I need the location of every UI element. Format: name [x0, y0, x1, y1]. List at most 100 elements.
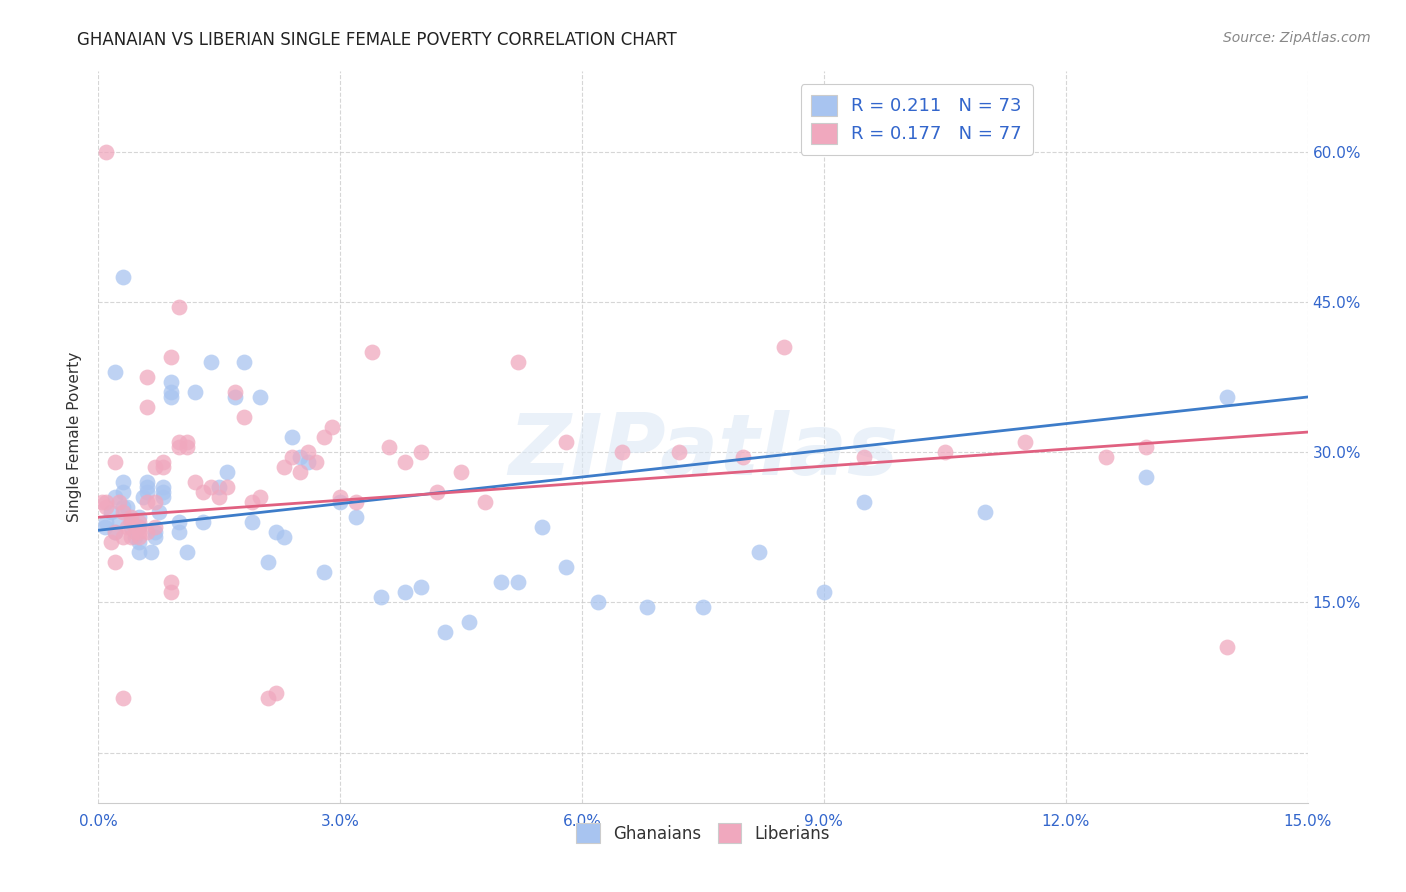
Point: [124, 525, 146, 540]
Point: [264, 525, 287, 540]
Point: [128, 515, 150, 529]
Text: GHANAIAN VS LIBERIAN SINGLE FEMALE POVERTY CORRELATION CHART: GHANAIAN VS LIBERIAN SINGLE FEMALE POVER…: [77, 31, 678, 49]
Point: [107, 515, 129, 529]
Point: [128, 520, 150, 534]
Point: [152, 460, 174, 475]
Point: [377, 440, 399, 454]
Point: [176, 545, 198, 559]
Point: [344, 510, 367, 524]
Point: [853, 495, 876, 509]
Point: [128, 520, 150, 534]
Point: [160, 585, 183, 599]
Point: [426, 485, 449, 500]
Point: [394, 585, 416, 599]
Point: [636, 600, 658, 615]
Point: [1216, 640, 1239, 655]
Point: [1095, 450, 1118, 464]
Point: [314, 566, 336, 580]
Point: [135, 370, 157, 384]
Point: [100, 535, 122, 549]
Point: [128, 525, 150, 540]
Point: [506, 355, 529, 369]
Point: [394, 455, 416, 469]
Point: [132, 490, 155, 504]
Point: [96, 515, 118, 529]
Point: [297, 445, 319, 459]
Point: [152, 480, 174, 494]
Point: [200, 480, 222, 494]
Point: [100, 505, 122, 519]
Point: [128, 530, 150, 544]
Point: [692, 600, 714, 615]
Point: [103, 555, 125, 569]
Point: [232, 410, 254, 425]
Point: [103, 365, 125, 379]
Point: [167, 300, 190, 314]
Point: [256, 690, 278, 705]
Point: [135, 400, 157, 414]
Point: [120, 520, 142, 534]
Point: [160, 350, 183, 364]
Point: [160, 384, 183, 399]
Point: [160, 375, 183, 389]
Point: [152, 455, 174, 469]
Point: [96, 145, 118, 159]
Point: [240, 515, 263, 529]
Point: [120, 515, 142, 529]
Point: [160, 575, 183, 590]
Point: [103, 490, 125, 504]
Point: [853, 450, 876, 464]
Point: [240, 495, 263, 509]
Point: [143, 460, 166, 475]
Point: [135, 480, 157, 494]
Point: [167, 440, 190, 454]
Point: [193, 515, 215, 529]
Point: [176, 440, 198, 454]
Point: [434, 625, 457, 640]
Point: [120, 530, 142, 544]
Point: [249, 390, 271, 404]
Point: [139, 545, 162, 559]
Point: [152, 485, 174, 500]
Point: [409, 580, 432, 594]
Text: ZIPatlas: ZIPatlas: [508, 410, 898, 493]
Point: [612, 445, 634, 459]
Point: [344, 495, 367, 509]
Point: [120, 510, 142, 524]
Point: [256, 555, 278, 569]
Point: [555, 435, 578, 450]
Point: [111, 690, 134, 705]
Point: [107, 495, 129, 509]
Point: [1014, 435, 1036, 450]
Point: [115, 520, 138, 534]
Point: [934, 445, 956, 459]
Point: [120, 515, 142, 529]
Point: [1135, 470, 1157, 484]
Point: [94, 520, 117, 534]
Point: [208, 490, 231, 504]
Point: [1216, 390, 1239, 404]
Point: [128, 545, 150, 559]
Point: [124, 530, 146, 544]
Point: [111, 505, 134, 519]
Point: [208, 480, 231, 494]
Point: [135, 475, 157, 490]
Point: [128, 535, 150, 549]
Point: [748, 545, 770, 559]
Point: [96, 495, 118, 509]
Point: [1135, 440, 1157, 454]
Point: [491, 575, 513, 590]
Point: [184, 384, 207, 399]
Point: [143, 495, 166, 509]
Point: [111, 269, 134, 284]
Point: [217, 480, 239, 494]
Point: [103, 525, 125, 540]
Point: [111, 530, 134, 544]
Point: [506, 575, 529, 590]
Point: [193, 485, 215, 500]
Point: [555, 560, 578, 574]
Point: [200, 355, 222, 369]
Point: [232, 355, 254, 369]
Point: [281, 430, 304, 444]
Point: [143, 530, 166, 544]
